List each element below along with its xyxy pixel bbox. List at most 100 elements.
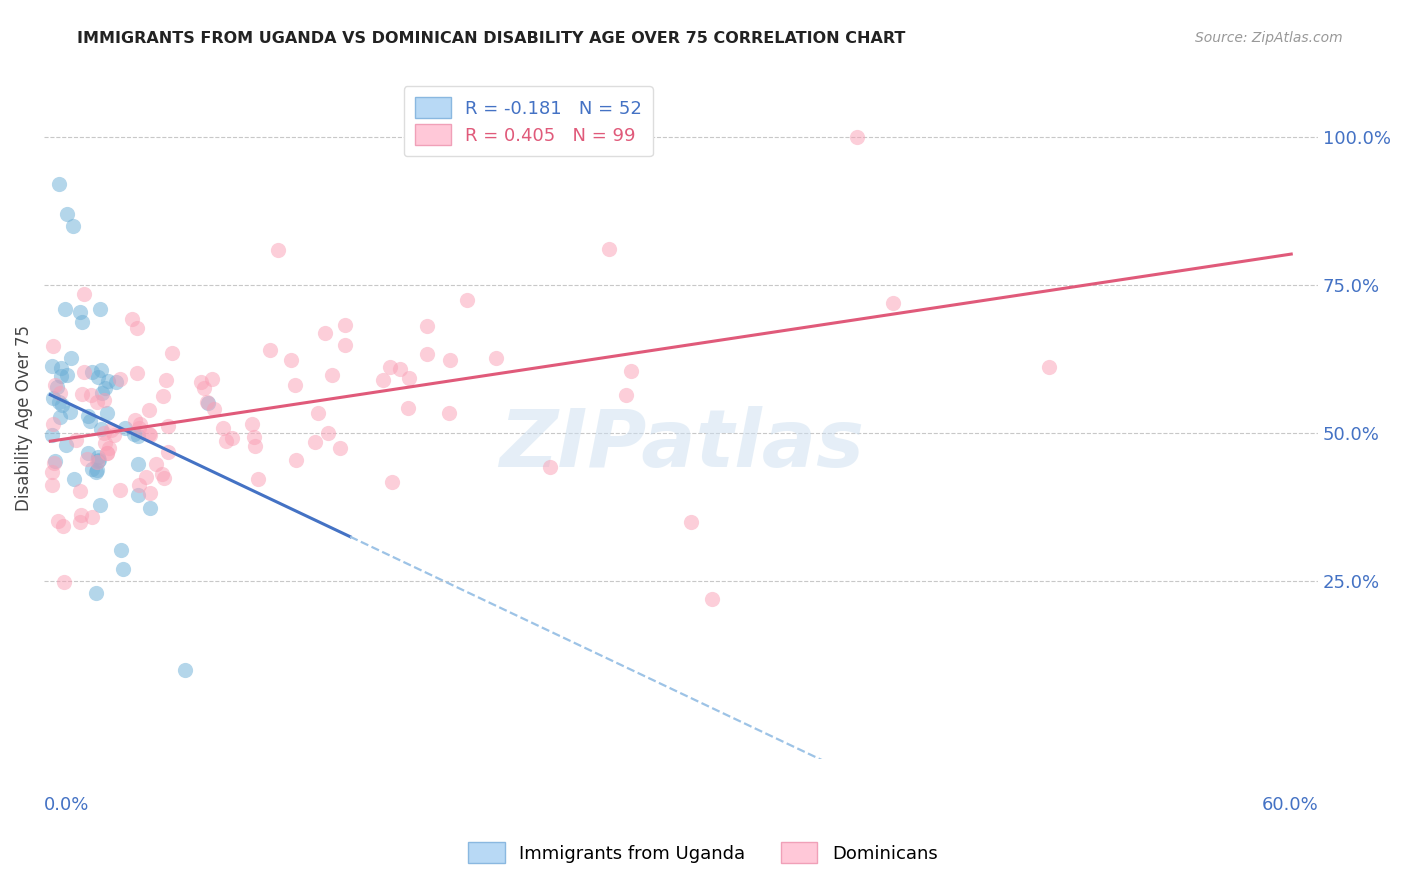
Point — [333, 318, 356, 332]
Point — [396, 401, 419, 415]
Point — [44, 378, 66, 392]
Point — [681, 515, 703, 529]
Point — [160, 345, 183, 359]
Point — [94, 436, 117, 450]
Point — [416, 319, 439, 334]
Point — [150, 467, 173, 482]
Point — [138, 426, 160, 441]
Point — [49, 360, 72, 375]
Point — [127, 457, 149, 471]
Point — [86, 455, 108, 469]
Point — [62, 471, 84, 485]
Point — [69, 304, 91, 318]
Point — [316, 425, 339, 440]
Point — [41, 359, 63, 374]
Point — [89, 498, 111, 512]
Point — [69, 515, 91, 529]
Point — [145, 457, 167, 471]
Point — [122, 426, 145, 441]
Point — [76, 452, 98, 467]
Point — [84, 586, 107, 600]
Point — [243, 429, 266, 443]
Point — [110, 372, 132, 386]
Point — [84, 465, 107, 479]
Point — [103, 428, 125, 442]
Point — [79, 387, 101, 401]
Point — [157, 445, 180, 459]
Point — [59, 405, 82, 419]
Point — [96, 406, 118, 420]
Point — [41, 465, 63, 479]
Point — [90, 385, 112, 400]
Point — [52, 519, 75, 533]
Point — [155, 373, 177, 387]
Point — [56, 207, 79, 221]
Legend: Immigrants from Uganda, Dominicans: Immigrants from Uganda, Dominicans — [460, 833, 946, 872]
Point — [439, 353, 461, 368]
Point — [97, 374, 120, 388]
Point — [87, 454, 110, 468]
Point — [73, 286, 96, 301]
Point — [314, 326, 336, 340]
Point — [52, 574, 75, 589]
Point — [329, 441, 352, 455]
Point — [96, 445, 118, 459]
Point — [73, 365, 96, 379]
Point — [100, 423, 122, 437]
Point — [127, 321, 149, 335]
Point — [79, 414, 101, 428]
Point — [76, 409, 98, 424]
Point — [93, 426, 115, 441]
Point — [69, 483, 91, 498]
Point — [197, 396, 219, 410]
Point — [138, 500, 160, 515]
Point — [41, 478, 63, 492]
Point — [152, 389, 174, 403]
Point — [55, 438, 77, 452]
Text: 0.0%: 0.0% — [44, 797, 90, 814]
Point — [53, 301, 76, 316]
Point — [267, 243, 290, 257]
Point — [138, 403, 160, 417]
Text: IMMIGRANTS FROM UGANDA VS DOMINICAN DISABILITY AGE OVER 75 CORRELATION CHART: IMMIGRANTS FROM UGANDA VS DOMINICAN DISA… — [77, 31, 905, 46]
Point — [371, 373, 394, 387]
Point — [139, 428, 162, 442]
Point — [86, 394, 108, 409]
Point — [93, 393, 115, 408]
Point — [125, 367, 148, 381]
Point — [620, 364, 643, 378]
Point — [82, 461, 104, 475]
Point — [62, 219, 84, 233]
Point — [80, 365, 103, 379]
Point — [598, 124, 620, 138]
Point — [128, 421, 150, 435]
Point — [46, 514, 69, 528]
Point — [284, 378, 307, 392]
Point — [190, 375, 212, 389]
Point — [44, 456, 66, 470]
Point — [72, 315, 94, 329]
Point — [49, 410, 72, 425]
Point — [128, 417, 150, 431]
Point — [86, 463, 108, 477]
Point — [96, 446, 118, 460]
Point — [121, 311, 143, 326]
Text: 60.0%: 60.0% — [1261, 797, 1319, 814]
Point — [110, 542, 132, 557]
Y-axis label: Disability Age Over 75: Disability Age Over 75 — [15, 325, 32, 511]
Legend: R = -0.181   N = 52, R = 0.405   N = 99: R = -0.181 N = 52, R = 0.405 N = 99 — [404, 87, 652, 156]
Point — [87, 453, 110, 467]
Point — [240, 417, 263, 431]
Point — [211, 421, 233, 435]
Point — [215, 434, 238, 448]
Point — [245, 439, 267, 453]
Point — [105, 376, 128, 390]
Point — [41, 427, 63, 442]
Point — [60, 351, 83, 365]
Point — [51, 398, 73, 412]
Point — [111, 562, 134, 576]
Point — [70, 508, 93, 522]
Point — [127, 488, 149, 502]
Point — [41, 392, 63, 406]
Point — [398, 370, 420, 384]
